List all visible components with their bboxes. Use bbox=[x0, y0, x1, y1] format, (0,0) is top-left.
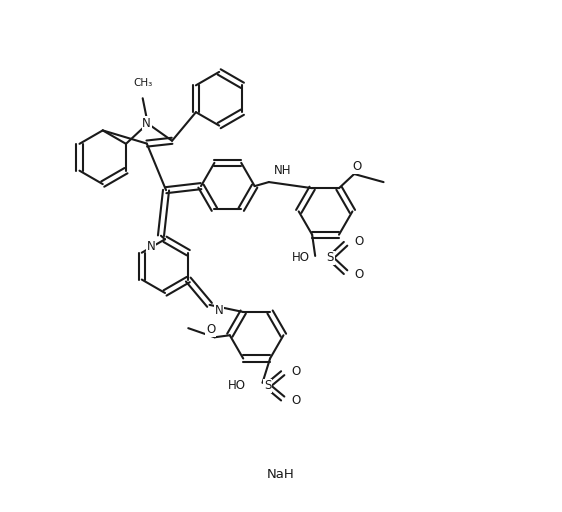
Text: S: S bbox=[264, 379, 271, 392]
Text: N: N bbox=[147, 240, 155, 253]
Text: S: S bbox=[327, 251, 334, 265]
Text: O: O bbox=[352, 160, 362, 174]
Text: N: N bbox=[142, 117, 151, 130]
Text: CH₃: CH₃ bbox=[133, 78, 152, 88]
Text: N: N bbox=[215, 305, 223, 317]
Text: O: O bbox=[292, 365, 301, 378]
Text: O: O bbox=[355, 236, 364, 248]
Text: O: O bbox=[355, 268, 364, 281]
Text: NH: NH bbox=[274, 164, 292, 178]
Text: O: O bbox=[206, 323, 215, 336]
Text: HO: HO bbox=[228, 379, 246, 392]
Text: HO: HO bbox=[292, 251, 310, 265]
Text: NaH: NaH bbox=[267, 468, 295, 481]
Text: O: O bbox=[292, 394, 301, 407]
